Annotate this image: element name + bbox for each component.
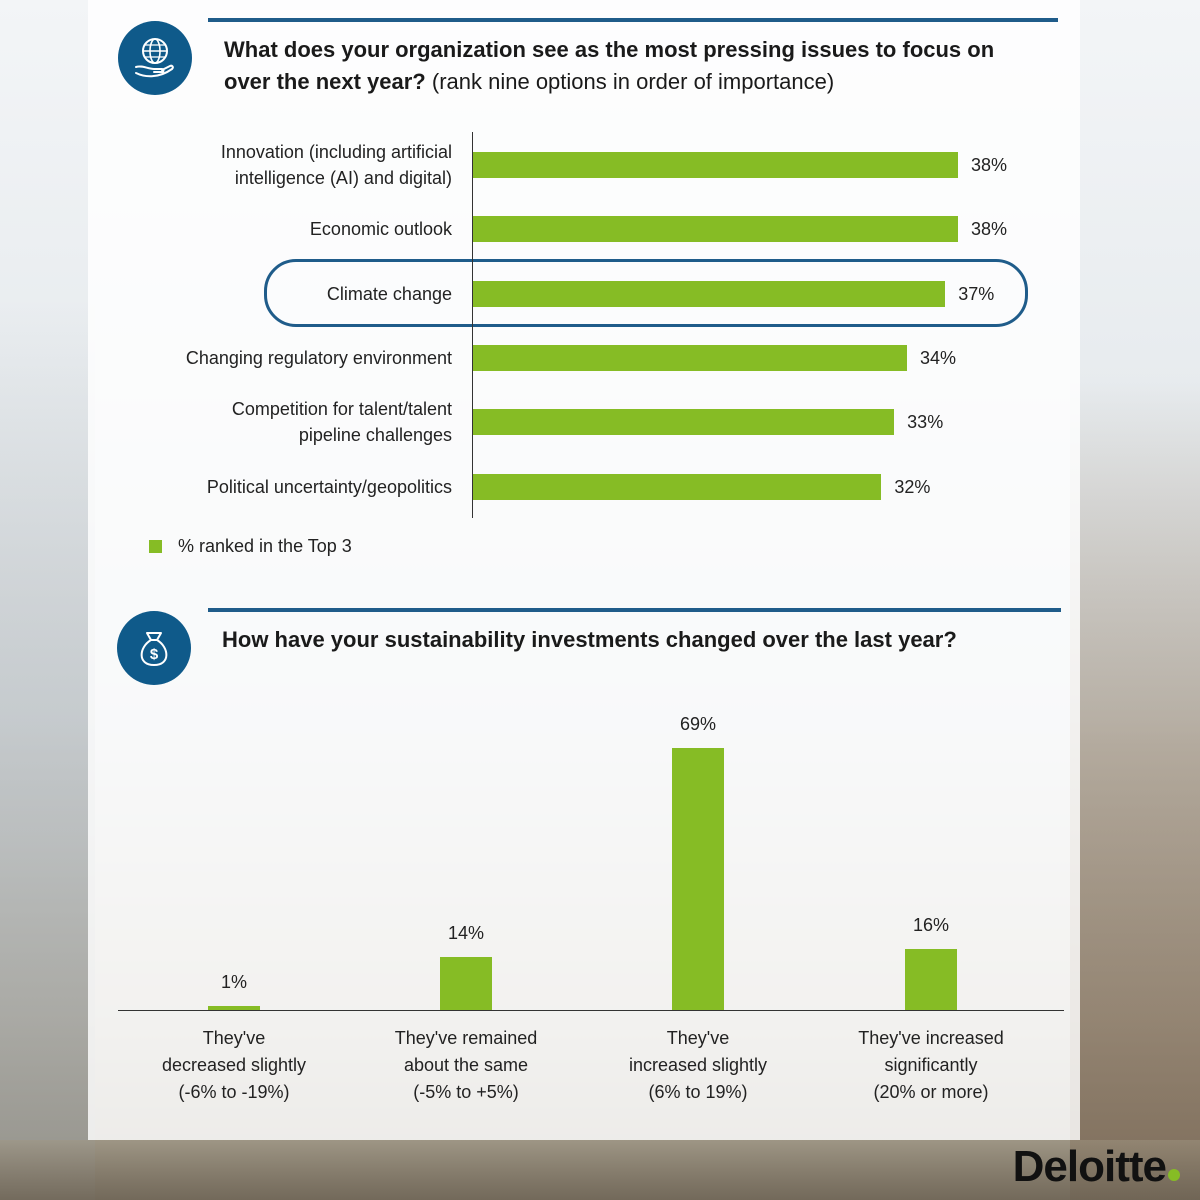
background-hills-left: [0, 300, 95, 1200]
vbar-category-2: They've increased slightly (6% to 19%): [588, 1025, 808, 1106]
hbar-category-line: Economic outlook: [309, 219, 452, 240]
vbar-category-line: They've remained: [394, 1028, 538, 1048]
hbar-category-1: Economic outlook: [122, 216, 452, 242]
legend-label: % ranked in the Top 3: [178, 536, 352, 556]
vbar-category-line: decreased slightly: [161, 1055, 307, 1075]
vbar-category-0: They've decreased slightly (-6% to -19%): [124, 1025, 344, 1106]
hbar-category-3: Changing regulatory environment: [122, 345, 452, 371]
section1-title-bold: over the next year?: [224, 69, 426, 94]
hbar-category-line: Competition for talent/talent: [231, 399, 452, 420]
logo-text: Deloitte: [1012, 1142, 1167, 1191]
hbar-5: [473, 473, 882, 500]
vbar-category-line: They've increased: [858, 1028, 1004, 1048]
vbar-category-line: (20% or more): [873, 1082, 989, 1102]
section1-title-line2: over the next year? (rank nine options i…: [224, 66, 1054, 98]
vbar-category-line: significantly: [884, 1055, 978, 1075]
hbar-category-line: Innovation (including artificial: [220, 142, 452, 162]
vbar-axis: [118, 1010, 1064, 1011]
vbar-value-2: 69%: [679, 714, 717, 734]
vbar-category-line: They've: [202, 1028, 266, 1048]
section1-title: What does your organization see as the m…: [224, 34, 1054, 98]
vbar-0: [208, 1006, 260, 1010]
logo-dot: [1168, 1169, 1180, 1181]
section2-title: How have your sustainability investments…: [222, 627, 957, 652]
hbar-1: [473, 216, 958, 243]
hbar-value-2: 37%: [958, 283, 995, 304]
vbar-category-line: They've: [666, 1028, 730, 1048]
legend-swatch: [149, 540, 162, 553]
money-bag-icon: $: [117, 611, 191, 685]
hbar-category-2: Climate change: [122, 281, 452, 307]
hbar-3: [473, 344, 907, 371]
climate-change-highlight: [264, 259, 1028, 327]
hbar-category-line: intelligence (AI) and digital): [234, 168, 452, 188]
background-trees-right: [1070, 380, 1200, 1200]
section1-title-line1: What does your organization see as the m…: [224, 37, 995, 62]
hbar-category-line: pipeline challenges: [298, 425, 452, 446]
hbar-category-0: Innovation (including artificial intellig…: [122, 139, 452, 191]
vbar-category-line: (-5% to +5%): [413, 1082, 519, 1102]
hbar-category-line: Climate change: [326, 283, 452, 304]
hbar-category-line: Political uncertainty/geopolitics: [206, 476, 452, 497]
vbar-value-0: 1%: [220, 972, 247, 992]
section1-title-subtitle: (rank nine options in order of importanc…: [431, 69, 835, 94]
hbar-4: [473, 409, 895, 436]
hbar-value-4: 33%: [907, 412, 944, 433]
vbar-value-3: 16%: [912, 915, 950, 936]
svg-text:$: $: [150, 646, 159, 663]
section2-divider: [208, 608, 1061, 612]
vbar-category-line: (-6% to -19%): [178, 1082, 290, 1102]
globe-in-hand-icon: [118, 21, 192, 95]
vbar-category-line: increased slightly: [628, 1055, 768, 1075]
hbar-value-1: 38%: [971, 219, 1008, 240]
hbar-category-5: Political uncertainty/geopolitics: [122, 474, 452, 500]
hbar-category-4: Competition for talent/talent pipeline ch…: [122, 396, 452, 448]
hbar-axis: [472, 132, 473, 518]
vbar-category-3: They've increased significantly (20% or mo…: [821, 1025, 1041, 1106]
vbar-category-1: They've remained about the same (-5% to +5…: [356, 1025, 576, 1106]
section1-divider: [208, 18, 1058, 22]
hbar-2: [473, 280, 946, 307]
hbar-value-5: 32%: [894, 476, 931, 497]
vbar-category-line: about the same: [403, 1055, 529, 1075]
vbar-1: [440, 956, 492, 1010]
hbar-category-line: Changing regulatory environment: [185, 347, 452, 368]
deloitte-logo: Deloitte: [1013, 1142, 1180, 1192]
hbar-0: [473, 152, 958, 178]
vbar-value-1: 14%: [447, 922, 485, 943]
vbar-3: [905, 949, 957, 1010]
background-forest-bottom: [0, 1140, 1200, 1200]
vbar-2: [672, 748, 724, 1010]
vbar-category-line: (6% to 19%): [648, 1082, 748, 1102]
hbar-value-0: 38%: [971, 155, 1008, 175]
hbar-value-3: 34%: [919, 347, 956, 368]
